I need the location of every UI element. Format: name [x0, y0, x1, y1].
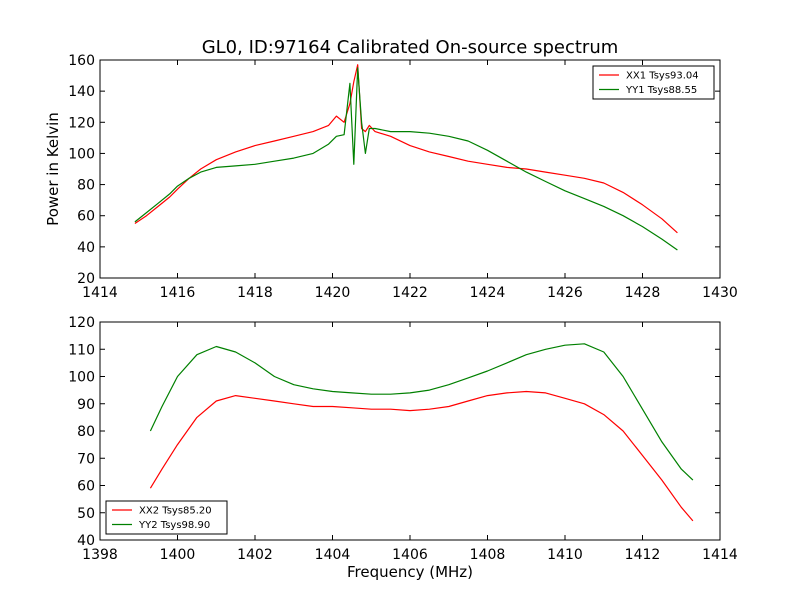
legend-box: [592, 65, 715, 100]
x-tick-label: 1430: [702, 285, 738, 301]
y-tick-label: 120: [68, 115, 95, 131]
series-line-red: [149, 390, 694, 522]
charts: 1414 1416 1418 1420 1422 1424 1426 1428 1430 20 40…: [44, 53, 738, 581]
y-axis-label: Power in Kelvin: [44, 112, 62, 226]
x-tick-label: 1406: [392, 547, 428, 563]
y-tick-label: 40: [77, 240, 95, 256]
y-tick-label: 80: [77, 178, 95, 194]
figure-title: GL0, ID:97164 Calibrated On-source spect…: [202, 37, 619, 58]
x-tick-label: 1426: [547, 285, 583, 301]
x-tick-label: 1402: [237, 547, 273, 563]
y-tick-label: 140: [68, 84, 95, 100]
y-tick-label: 20: [77, 271, 95, 287]
x-tick-label: 1418: [237, 285, 273, 301]
series-line-red: [134, 64, 678, 234]
y-tick-label: 70: [77, 451, 95, 467]
series-line-green: [134, 67, 678, 251]
legend-box: [105, 500, 228, 535]
legend: XX2 Tsys85.20 YY2 Tsys98.90: [105, 500, 228, 535]
x-tick-label: 1412: [625, 547, 661, 563]
legend: XX1 Tsys93.04 YY1 Tsys88.55: [592, 65, 715, 100]
x-axis-label: Frequency (MHz): [347, 563, 473, 581]
y-tick-label: 100: [68, 370, 95, 386]
x-tick-label: 1398: [82, 547, 118, 563]
y-tick-label: 40: [77, 533, 95, 549]
y-tick-label: 80: [77, 424, 95, 440]
x-tick-label: 1414: [82, 285, 118, 301]
x-tick-label: 1414: [702, 547, 738, 563]
x-tick-label: 1408: [470, 547, 506, 563]
legend-label: XX2 Tsys85.20: [139, 506, 212, 517]
x-tick-label: 1416: [160, 285, 196, 301]
x-tick-label: 1420: [315, 285, 351, 301]
x-tick-label: 1404: [315, 547, 351, 563]
series-line-green: [149, 343, 694, 481]
legend-label: YY2 Tsys98.90: [138, 520, 210, 531]
x-tick-label: 1428: [625, 285, 661, 301]
y-tick-label: 50: [77, 506, 95, 522]
x-tick-label: 1410: [547, 547, 583, 563]
x-tick-label: 1422: [392, 285, 428, 301]
y-tick-label: 90: [77, 397, 95, 413]
chart-2: 1398 1400 1402 1404 1406 1408 1410 1412 1414 40 50…: [68, 315, 738, 581]
y-tick-label: 110: [68, 342, 95, 358]
y-tick-label: 160: [68, 53, 95, 69]
y-tick-label: 120: [68, 315, 95, 331]
y-tick-label: 60: [77, 479, 95, 495]
y-tick-label: 60: [77, 209, 95, 225]
x-tick-label: 1424: [470, 285, 506, 301]
legend-label: YY1 Tsys88.55: [625, 85, 697, 96]
legend-label: XX1 Tsys93.04: [626, 71, 699, 82]
x-tick-label: 1400: [160, 547, 196, 563]
chart-1: 1414 1416 1418 1420 1422 1424 1426 1428 1430 20 40…: [44, 53, 738, 301]
y-tick-label: 100: [68, 146, 95, 162]
